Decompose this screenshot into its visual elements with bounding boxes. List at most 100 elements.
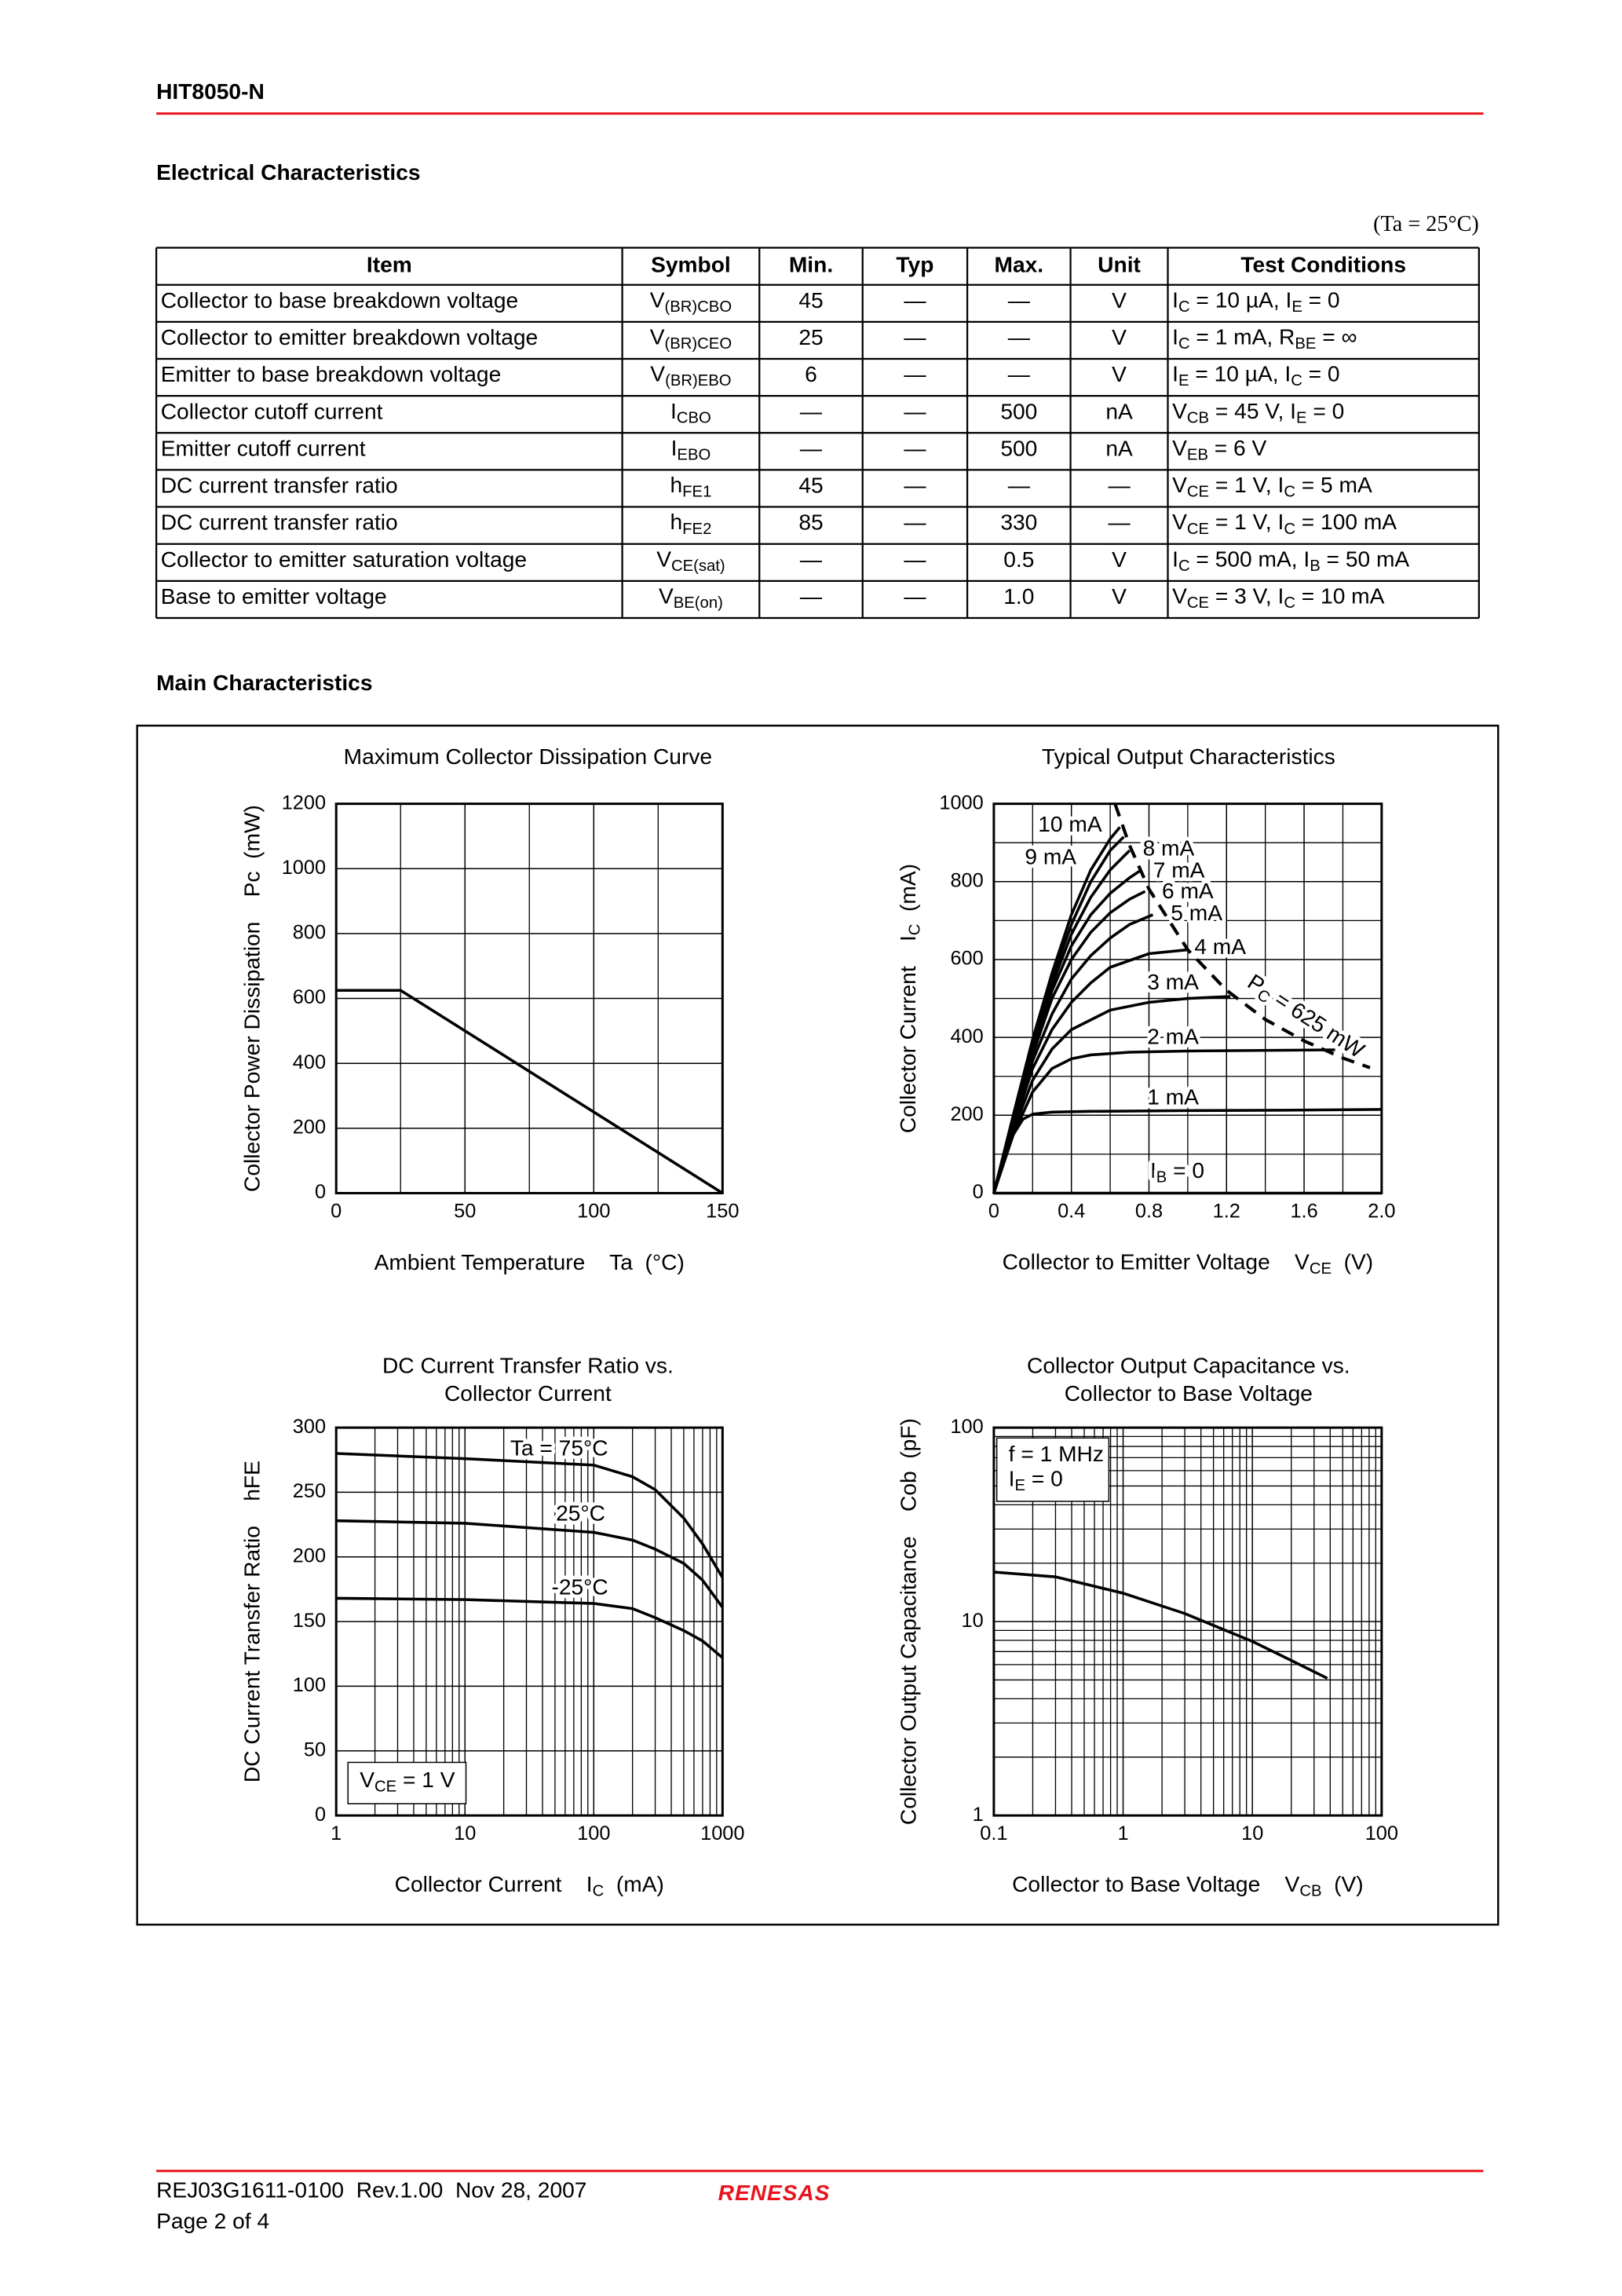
text-segment: EB — [1187, 447, 1208, 464]
text-segment: V — [650, 287, 665, 313]
data-line — [992, 826, 1121, 1194]
annotation: VCE = 1 V — [360, 1767, 455, 1795]
table-cell: — — [1008, 287, 1031, 313]
table-cell: V(BR)CEO — [650, 324, 732, 353]
table-cell: — — [904, 583, 926, 609]
table-cell: VBE(on) — [659, 583, 723, 612]
series-label: 10 mA — [1038, 811, 1102, 836]
table-cell: 0.5 — [1003, 547, 1034, 572]
text-segment: = 45 V, I — [1209, 398, 1296, 423]
data-line — [336, 989, 724, 1194]
table-cell: VEB = 6 V — [1172, 435, 1266, 463]
text-segment: C — [1178, 298, 1190, 316]
chart-frame — [136, 724, 1500, 1926]
text-segment: = 0 — [1167, 1158, 1204, 1183]
y-tick-label: 1000 — [939, 792, 983, 813]
y-tick-label: 1 — [973, 1804, 984, 1826]
table-cell: V — [1112, 361, 1127, 386]
table-cell: V — [1112, 547, 1127, 572]
table-cell: hFE1 — [670, 473, 712, 501]
text-segment: I — [671, 435, 678, 460]
text-segment: V — [1172, 435, 1187, 460]
text-segment: V — [360, 1767, 374, 1792]
annotation-box — [995, 1437, 1110, 1502]
table-cell: IC = 500 mA, IB = 50 mA — [1172, 547, 1409, 575]
table-cell: 25 — [798, 324, 823, 349]
table-cell: — — [904, 361, 926, 386]
table-cell: V — [1112, 287, 1127, 313]
text-segment: (mA) — [604, 1872, 664, 1897]
text-segment: Collector to Base Voltage V — [1012, 1872, 1299, 1897]
plot-border — [334, 803, 724, 1194]
table-cell: Collector cutoff current — [161, 398, 383, 423]
table-cell: — — [800, 547, 823, 572]
section-title: Electrical Characteristics — [156, 159, 421, 185]
table-cell: nA — [1105, 398, 1133, 423]
table-cell: hFE2 — [670, 510, 712, 538]
table-cell: — — [904, 287, 926, 313]
y-axis-label: Collector Current IC (mA) — [895, 864, 923, 1133]
series-label: -25°C — [551, 1574, 608, 1599]
y-tick-label: 10 — [962, 1610, 984, 1632]
data-line — [336, 1452, 724, 1579]
y-tick-label: 200 — [293, 1545, 326, 1567]
text-segment: FE2 — [682, 521, 711, 538]
y-axis-label: Collector Power Dissipation Pc (mW) — [239, 805, 264, 1192]
text-segment: = 50 mA — [1321, 547, 1410, 572]
table-cell: Emitter cutoff current — [161, 435, 366, 460]
table-cell: Collector to emitter breakdown voltage — [161, 324, 538, 349]
text-segment: CB — [1299, 1883, 1321, 1900]
x-tick-label: 100 — [577, 1201, 610, 1223]
text-segment: I — [1150, 1158, 1156, 1183]
y-tick-label: 150 — [293, 1610, 326, 1632]
text-segment: = ∞ — [1316, 324, 1357, 349]
table-cell: 1.0 — [1003, 583, 1034, 609]
series-label: 8 mA — [1143, 835, 1195, 860]
table-cell: Collector to base breakdown voltage — [161, 287, 518, 313]
table-cell: — — [1108, 510, 1131, 535]
table-cell: DC current transfer ratio — [161, 510, 398, 535]
text-segment: (BR)CEO — [665, 335, 732, 353]
series-label: 2 mA — [1147, 1024, 1199, 1049]
series-label: Ta = 75°C — [510, 1435, 608, 1461]
x-tick-label: 0.1 — [980, 1823, 1007, 1844]
text-segment: CE — [1310, 1260, 1332, 1278]
x-tick-label: 50 — [454, 1201, 476, 1223]
y-tick-label: 1000 — [282, 857, 326, 879]
series-label: 25°C — [556, 1500, 605, 1525]
chart-title: Typical Output Characteristics — [1042, 744, 1335, 769]
series-label: 7 mA — [1153, 857, 1205, 882]
y-tick-label: 400 — [293, 1051, 326, 1073]
table-cell: IC = 1 mA, RBE = ∞ — [1172, 324, 1357, 353]
x-tick-label: 1 — [1117, 1823, 1128, 1844]
text-segment: = 10 µA, I — [1189, 361, 1291, 386]
text-segment: = 100 mA — [1295, 510, 1397, 535]
x-tick-label: 2.0 — [1368, 1201, 1395, 1223]
series-label: 3 mA — [1147, 969, 1199, 994]
text-segment: CB — [1187, 410, 1209, 427]
text-segment: E — [1291, 298, 1302, 316]
x-tick-label: 100 — [1365, 1823, 1398, 1844]
text-segment: V — [650, 361, 665, 386]
text-segment: (mA) — [895, 864, 920, 924]
table-cell: — — [800, 583, 823, 609]
text-segment: h — [670, 510, 683, 535]
table-cell: V — [1112, 324, 1127, 349]
data-line — [993, 1570, 1328, 1680]
table-cell: — — [904, 547, 926, 572]
x-axis-label: Collector Current IC (mA) — [395, 1872, 664, 1900]
x-tick-label: 1 — [331, 1823, 342, 1844]
text-segment: CE — [1187, 484, 1209, 501]
text-segment: = 5 mA — [1295, 473, 1372, 498]
text-segment: = 0 — [1307, 398, 1345, 423]
table-cell: VCE = 3 V, IC = 10 mA — [1172, 583, 1384, 612]
table-cell: 45 — [798, 287, 823, 313]
text-segment: h — [670, 473, 683, 498]
y-tick-label: 400 — [950, 1026, 983, 1047]
table-header: Item — [367, 252, 412, 277]
x-axis-label: Ambient Temperature Ta (°C) — [374, 1249, 685, 1274]
text-segment: I — [1172, 361, 1178, 386]
y-tick-label: 100 — [950, 1416, 983, 1438]
table-header: Min. — [789, 252, 833, 277]
